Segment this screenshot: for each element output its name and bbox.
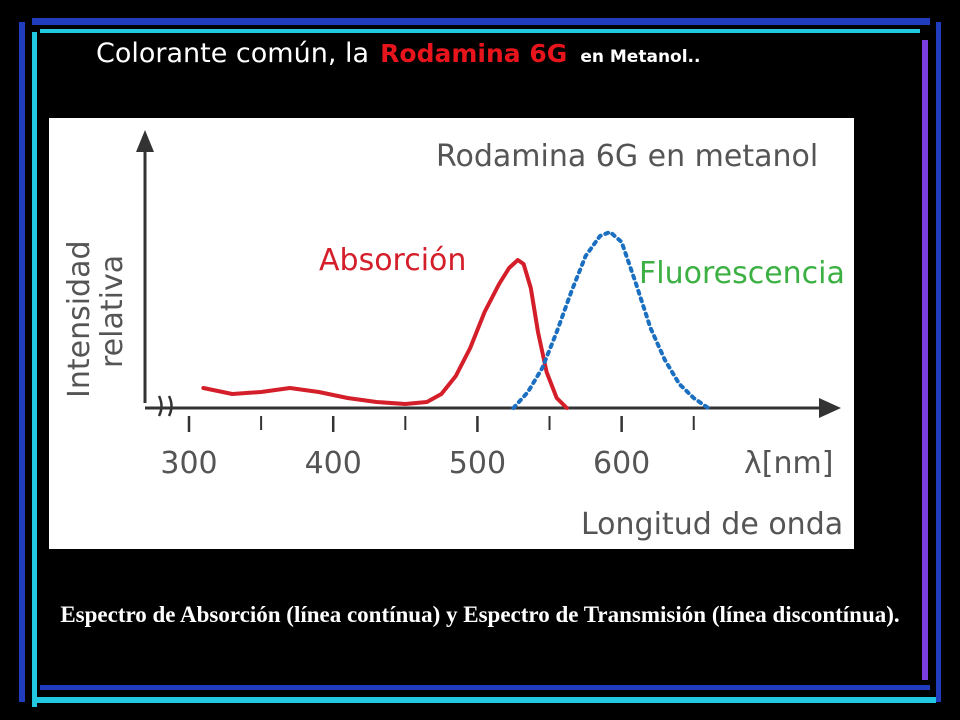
chart-title: Rodamina 6G en metanol	[436, 139, 818, 174]
frame-right-bar	[922, 40, 928, 680]
y-axis-arrowhead	[136, 130, 154, 152]
frame-top-bar-inner	[40, 29, 920, 33]
frame-right-bar-outer	[936, 22, 941, 702]
x-ticks-group: 300 400 500 600	[160, 416, 695, 481]
series-label-fluorescencia: Fluorescencia	[639, 256, 845, 291]
slide-caption: Espectro de Absorción (línea contínua) y…	[60, 602, 900, 627]
x-axis-unit: λ[nm]	[744, 446, 833, 481]
slide-title-accent: Rodamina 6G	[380, 39, 568, 68]
series-group	[201, 230, 711, 410]
x-axis-label: Longitud de onda	[581, 507, 843, 542]
x-tick-label-300: 300	[160, 446, 217, 481]
series-label-absorcion: Absorción	[319, 243, 466, 278]
x-tick-label-600: 600	[593, 446, 650, 481]
chart-panel: Rodamina 6G en metanol Intensidad relati…	[49, 118, 854, 549]
x-axis-arrowhead	[819, 398, 841, 418]
series-line-fluorescencia	[511, 230, 711, 410]
spectrum-chart: Rodamina 6G en metanol Intensidad relati…	[62, 130, 845, 542]
frame-left-bar	[19, 22, 25, 702]
frame-bottom-bar	[40, 685, 930, 690]
y-axis-label-line2: relativa	[95, 255, 130, 368]
frame-top-bar	[32, 18, 930, 25]
frame-left-bar-inner	[32, 32, 37, 707]
slide-title-suffix: en Metanol..	[580, 47, 701, 67]
axis-break-mark	[157, 395, 173, 417]
series-line-absorcion	[201, 258, 569, 410]
slide-title-main: Colorante común, la	[96, 38, 370, 69]
frame-bottom-bar-inner	[36, 697, 936, 703]
x-tick-label-500: 500	[449, 446, 506, 481]
y-axis-label-line1: Intensidad	[62, 240, 97, 398]
x-tick-label-400: 400	[305, 446, 362, 481]
slide-title: Colorante común, la Rodamina 6G en Metan…	[96, 38, 876, 82]
